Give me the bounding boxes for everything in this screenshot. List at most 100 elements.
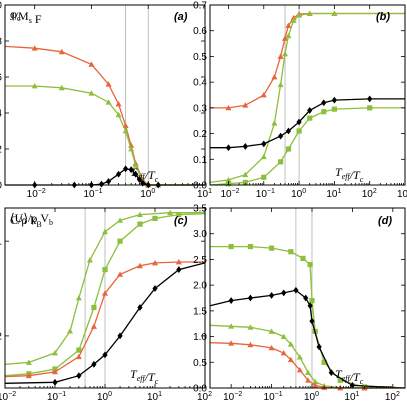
data-point (152, 259, 158, 266)
data-point (115, 111, 122, 118)
data-point (52, 349, 58, 356)
data-point (102, 290, 108, 296)
data-point (305, 377, 312, 383)
y-tick-label: 0.0 (0, 181, 2, 192)
x-tick-label: 10−2 (27, 188, 46, 200)
y-tick-label: 0.4 (0, 109, 2, 120)
data-point (152, 285, 158, 292)
x-tick-label: 10−1 (47, 391, 66, 403)
data-point (261, 174, 267, 180)
data-point (176, 212, 182, 218)
data-point (282, 35, 289, 41)
data-point (225, 176, 232, 183)
data-point (58, 48, 65, 55)
y-tick-label: 0.0 (193, 181, 207, 192)
y-tick-label: 3.0 (193, 229, 207, 240)
data-point (307, 261, 313, 268)
data-point (307, 302, 313, 310)
data-point (117, 238, 123, 244)
data-point (277, 81, 284, 88)
data-point (280, 350, 287, 356)
panel-label: (d) (378, 215, 392, 227)
data-point (271, 74, 278, 80)
y-tick-label: 0.2 (193, 129, 207, 140)
x-tick-label: 10−1 (256, 188, 275, 200)
plot-frame (209, 207, 406, 389)
y-tick-label: 2.5 (193, 255, 207, 266)
data-point (242, 171, 249, 178)
data-point (296, 128, 302, 134)
data-point (277, 53, 284, 59)
data-point (91, 304, 97, 311)
data-point (105, 178, 112, 185)
data-point (281, 289, 287, 297)
data-point (105, 81, 112, 87)
data-point (25, 372, 32, 379)
data-point (225, 104, 232, 111)
data-point (133, 170, 139, 178)
data-point (52, 378, 58, 386)
x-tick-label: 102 (197, 391, 212, 403)
data-point (306, 10, 313, 16)
data-point (312, 378, 319, 385)
data-point (247, 294, 254, 302)
data-point (321, 359, 327, 365)
panel-label: (b) (376, 11, 390, 23)
series-curve-2 (209, 107, 405, 186)
y-tick-label: 0.5 (193, 52, 207, 63)
data-point (115, 170, 122, 178)
data-point (67, 328, 74, 334)
data-point (91, 360, 97, 368)
data-point (122, 128, 129, 134)
data-point (309, 317, 315, 325)
data-point (225, 144, 232, 152)
x-tick-label: 102 (385, 391, 400, 403)
series-curve-3 (4, 262, 206, 384)
data-point (247, 324, 254, 330)
y-tick-label: 1.0 (0, 1, 2, 12)
data-point (137, 221, 143, 227)
y-tick-label: 0.4 (193, 78, 207, 89)
data-point (321, 99, 327, 107)
data-point (88, 61, 95, 67)
data-point (280, 333, 287, 339)
y-tick-label: 0.3 (193, 103, 207, 114)
data-point (86, 257, 93, 263)
data-point (115, 101, 122, 107)
data-point (268, 328, 275, 334)
series-curve-3 (210, 98, 405, 149)
data-point (228, 243, 234, 250)
data-point (331, 96, 337, 104)
data-point (296, 354, 303, 360)
y-tick-label: −2 (0, 331, 2, 342)
x-tick-label: 10−1 (264, 391, 283, 403)
data-point (285, 22, 292, 28)
y-axis-label: ⟨U⟩/ρ Vb (10, 211, 53, 227)
data-point (152, 215, 158, 222)
data-point (137, 304, 143, 311)
data-point (247, 243, 254, 250)
data-point (242, 143, 248, 150)
data-point (175, 259, 182, 265)
data-point (296, 12, 303, 18)
data-point (307, 107, 313, 114)
y-tick-label: −1 (0, 237, 2, 248)
data-point (128, 146, 135, 152)
y-tick-label: 3.5 (193, 204, 207, 215)
data-point (242, 179, 248, 186)
data-point (287, 356, 294, 363)
x-tick-label: 100 (97, 391, 112, 403)
data-point (312, 382, 319, 388)
data-point (296, 367, 303, 373)
data-point (242, 102, 249, 108)
x-tick-label: 101 (326, 188, 341, 200)
data-point (300, 255, 306, 261)
data-point (285, 146, 292, 152)
y-tick-label: 0.6 (0, 73, 2, 84)
data-point (176, 266, 182, 273)
data-point (260, 153, 267, 160)
y-axis-label: J/Ms F (10, 9, 42, 26)
x-tick-label: 100 (291, 188, 306, 200)
data-point (75, 353, 82, 360)
data-point (117, 217, 124, 223)
